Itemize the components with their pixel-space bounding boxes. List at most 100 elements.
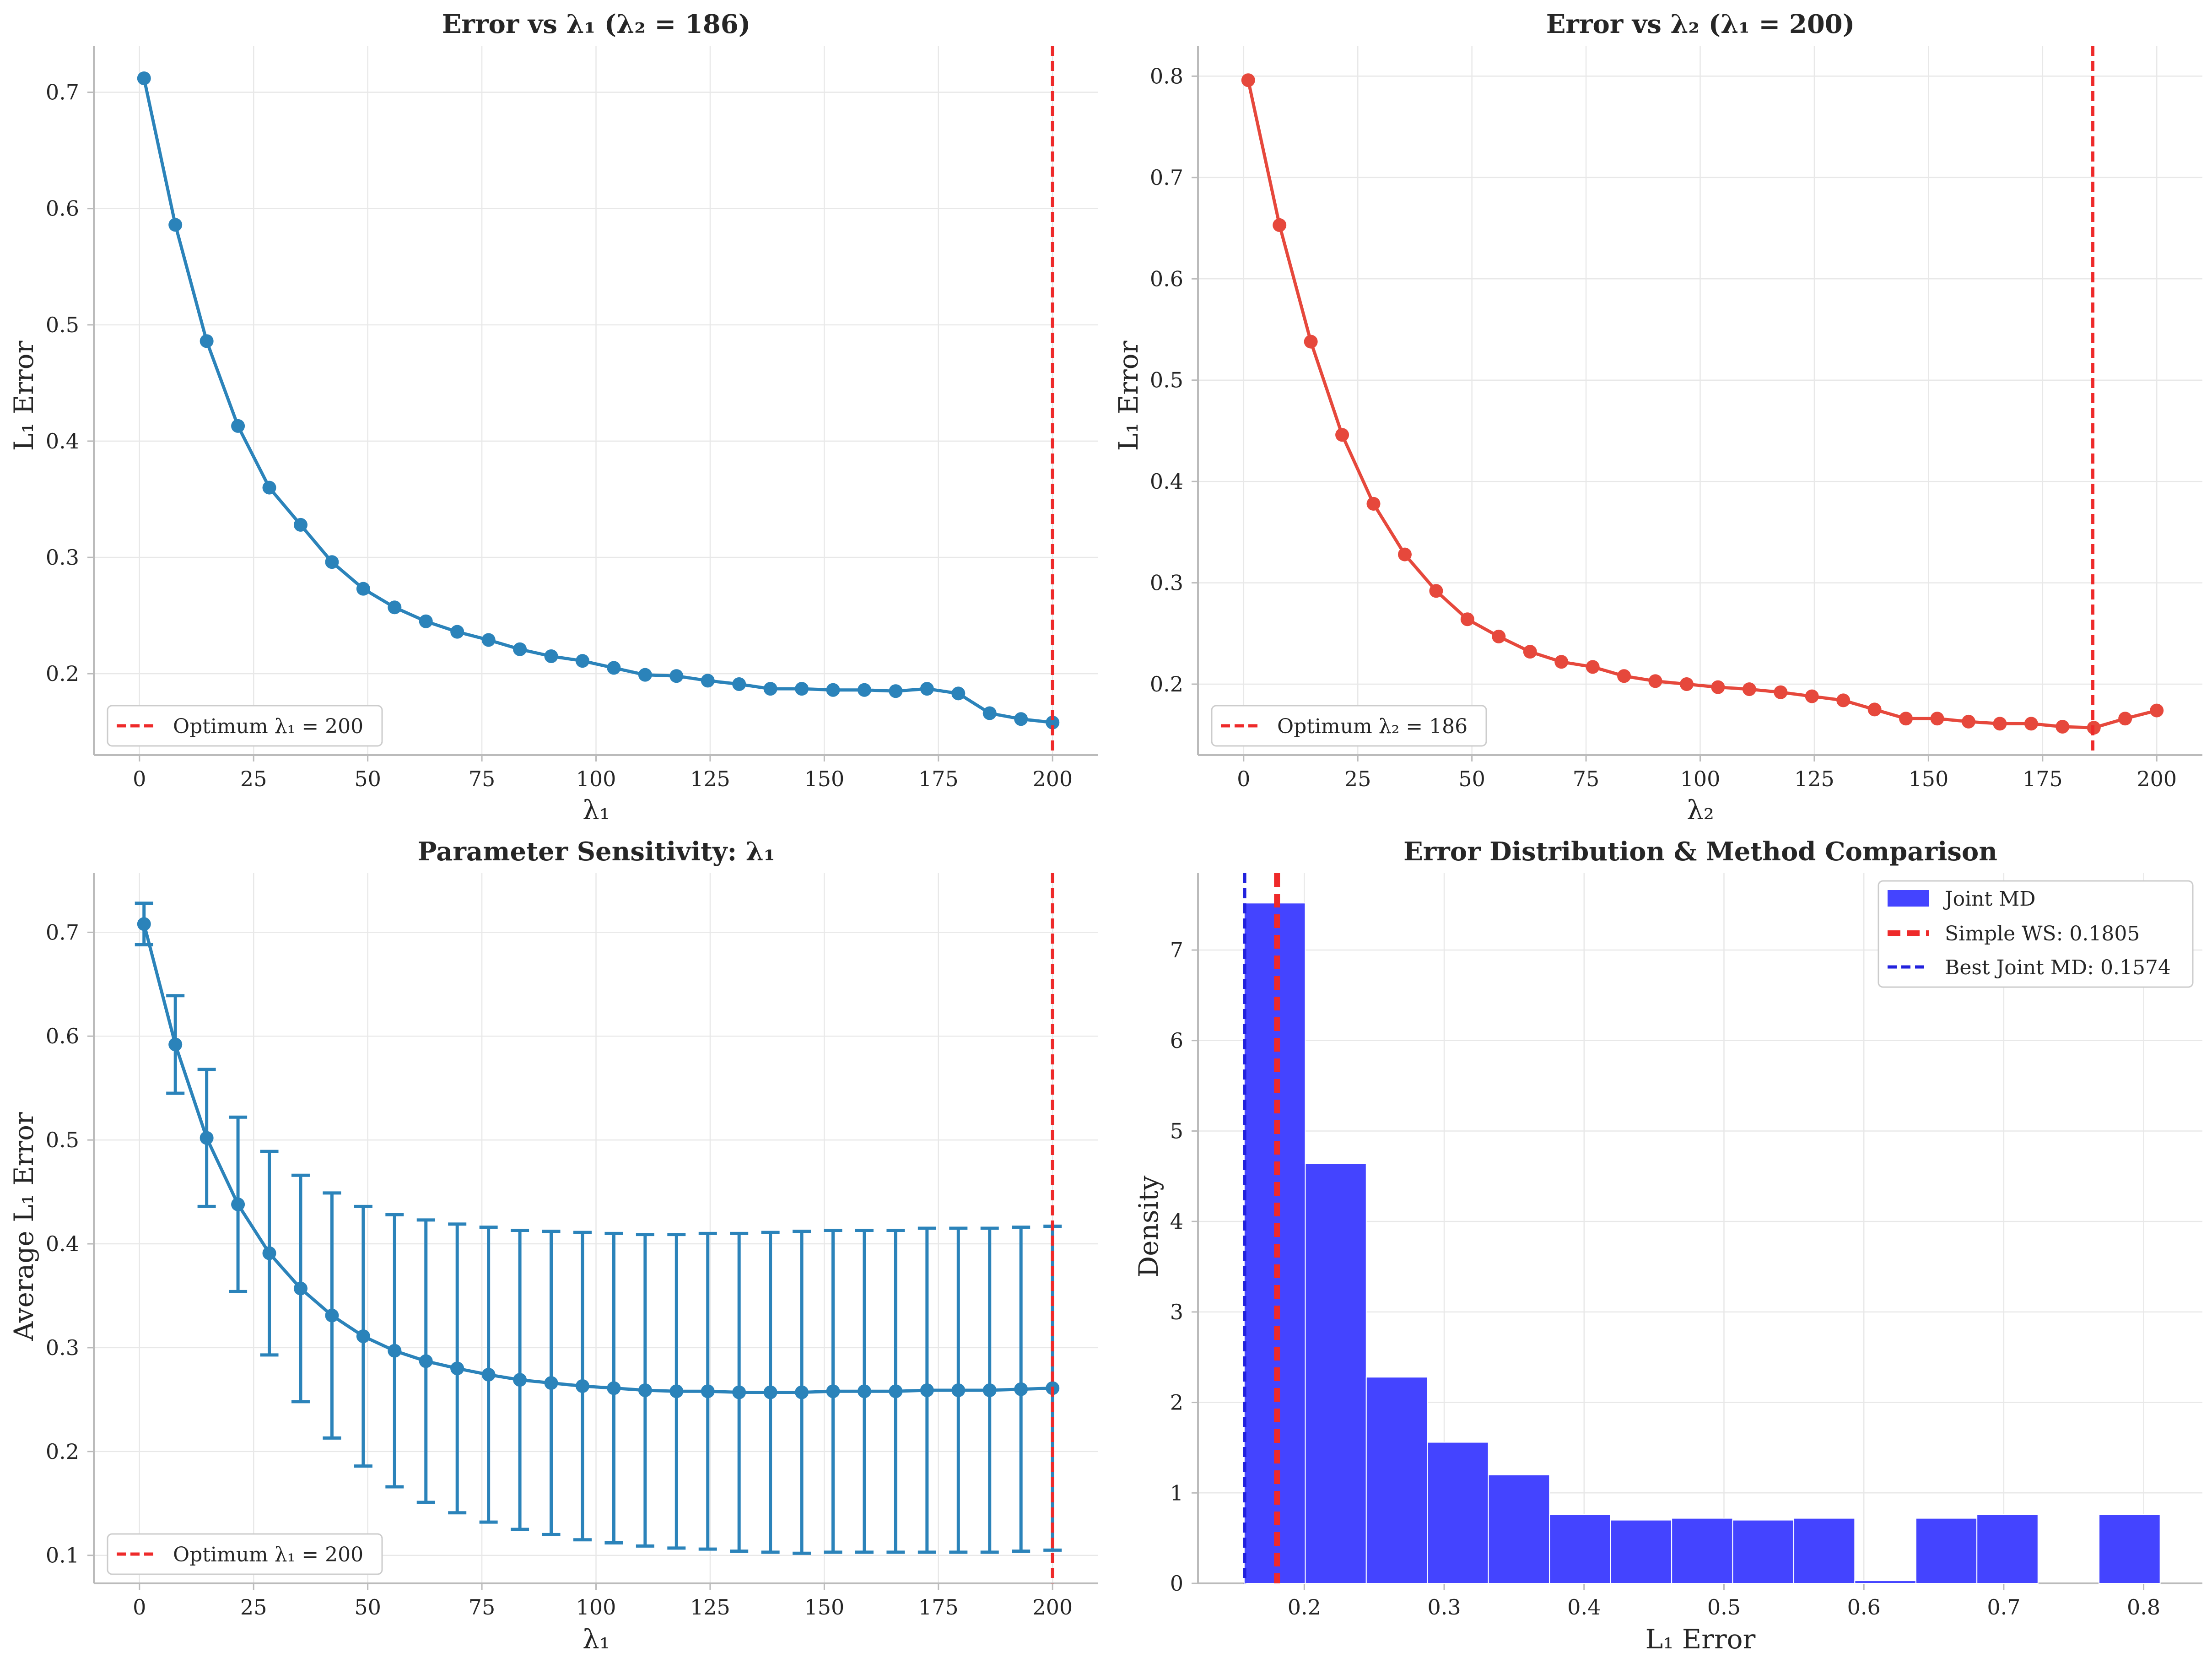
panel-3-data-point	[1014, 1382, 1028, 1396]
panel-2-legend: Optimum λ₂ = 186	[1211, 705, 1487, 747]
panel-2-data-point	[1617, 669, 1631, 683]
panel-2-data-point	[1554, 655, 1569, 669]
panel-1-ytick-label: 0.2	[46, 661, 79, 686]
panel-2-data-point	[1460, 612, 1474, 626]
panel-4-ytick-label: 1	[1170, 1480, 1183, 1505]
panel-2-data-point	[1836, 693, 1851, 707]
panel-1-data-point	[356, 582, 370, 596]
panel-4-xtick-label: 0.2	[1288, 1595, 1321, 1620]
panel-3-data-point	[544, 1376, 558, 1390]
panel-4-hist-bar	[1671, 1517, 1733, 1584]
panel-1-data-point	[419, 614, 433, 628]
panel-2-xtick-label: 50	[1458, 767, 1485, 791]
panel-4-hist-bar	[1976, 1514, 2039, 1584]
panel-2-data-point	[2056, 720, 2070, 734]
panel-1-data-point	[262, 481, 276, 495]
panel-2-ytick-label: 0.6	[1150, 266, 1183, 291]
panel-3-data-point	[607, 1381, 621, 1395]
panel-4-hist-bar	[1915, 1517, 1978, 1584]
panel-1-series-line	[142, 78, 1053, 724]
panel-1-xlabel: λ₁	[583, 794, 610, 826]
panel-3-data-point	[168, 1037, 183, 1052]
panel-3-data-point	[920, 1383, 934, 1397]
panel-2-data-point	[1335, 428, 1349, 442]
panel-2-data-point	[1648, 674, 1662, 688]
panel-3-data-point	[356, 1329, 370, 1343]
panel-1-data-point	[701, 674, 715, 688]
panel-2-xtick-label: 75	[1573, 767, 1600, 791]
panel-1-data-point	[669, 669, 684, 683]
panel-2-data-point	[1961, 714, 1975, 729]
panel-4-xtick-label: 0.4	[1567, 1595, 1601, 1620]
panel-2-xtick-label: 200	[2136, 767, 2177, 791]
panel-4-xtick-label: 0.5	[1707, 1595, 1741, 1620]
panel-2-data-point	[1492, 629, 1506, 643]
panel-4-legend-box	[1878, 880, 2194, 988]
panel-1-data-point	[1014, 712, 1028, 726]
panel-2-data-point	[1899, 712, 1913, 726]
panel-2-data-point	[1397, 547, 1412, 562]
panel-4-ylabel: Density	[1133, 1175, 1164, 1277]
panel-2-data-point	[1711, 680, 1725, 694]
panel-1-data-point	[889, 684, 903, 698]
panel-3-ytick-label: 0.1	[46, 1543, 79, 1568]
panel-4-legend-swatch-joint-md	[1888, 890, 1929, 907]
panel-2-data-point	[1241, 73, 1255, 87]
panel-2-data-point	[1805, 689, 1819, 703]
panel-2-data-point	[1742, 682, 1756, 697]
panel-3-data-point	[293, 1281, 308, 1296]
panel-1-data-point	[982, 706, 997, 720]
panel-4-xtick-label: 0.3	[1427, 1595, 1461, 1620]
panel-4-legend: Joint MD Simple WS: 0.1805 Best Joint MD…	[1878, 880, 2194, 988]
panel-2-data-point	[1679, 677, 1694, 691]
panel-4-hist-bar	[1793, 1517, 1856, 1584]
panel-1-data-point	[168, 218, 183, 232]
panel-1-data-point	[513, 642, 527, 656]
panel-1-xtick-label: 150	[804, 767, 844, 791]
panel-2-ytick-label: 0.7	[1150, 165, 1183, 190]
panel-4-hist-bar	[1365, 1377, 1428, 1584]
panel-1-data-point	[1046, 715, 1060, 729]
panel-3-data-point	[732, 1385, 746, 1399]
panel-3-data-point	[982, 1383, 997, 1397]
panel-1-xtick-label: 0	[133, 767, 146, 791]
panel-3-xtick-label: 100	[576, 1595, 616, 1620]
panel-3-data-point	[575, 1379, 589, 1393]
panel-4-legend-label-simple-ws: Simple WS: 0.1805	[1945, 922, 2140, 945]
panel-3-xtick-label: 75	[469, 1595, 496, 1620]
panel-3-data-point	[826, 1384, 840, 1398]
panel-3-ytick-label: 0.4	[46, 1231, 79, 1256]
panel-3-data-point	[951, 1383, 966, 1397]
panel-4-ytick-label: 2	[1170, 1390, 1183, 1415]
panel-2-ytick-label: 0.5	[1150, 368, 1183, 393]
panel-1-ylabel: L₁ Error	[8, 340, 39, 451]
panel-1-data-point	[450, 625, 464, 639]
panel-1-xtick-label: 100	[576, 767, 616, 791]
panel-4-ytick-label: 0	[1170, 1571, 1183, 1596]
panel-4-xtick-label: 0.6	[1847, 1595, 1881, 1620]
panel-1-ytick-label: 0.5	[46, 313, 79, 337]
panel-3-data-point	[200, 1131, 214, 1145]
panel-2-data-point	[1774, 685, 1788, 699]
panel-4-hist-bar	[1305, 1163, 1367, 1584]
panel-1-data-point	[575, 654, 589, 668]
panel-1-xtick-label: 175	[918, 767, 959, 791]
panel-3-legend-box	[107, 1533, 383, 1575]
panel-1-ytick-label: 0.3	[46, 545, 79, 570]
panel-3-data-point	[137, 917, 151, 931]
panel-2-title: Error vs λ₂ (λ₁ = 200)	[1546, 9, 1855, 39]
panel-4-hist-bar	[1732, 1519, 1795, 1584]
panel-histogram: Error Distribution & Method Comparison L…	[1133, 837, 2202, 1655]
panel-4-hist-bar	[1427, 1442, 1489, 1584]
panel-3-xlabel: λ₁	[583, 1624, 610, 1655]
panel-2-legend-label: Optimum λ₂ = 186	[1277, 715, 1467, 738]
panel-4-ytick-label: 7	[1170, 938, 1183, 962]
panel-4-ytick-label: 5	[1170, 1118, 1183, 1143]
panel-2-data-point	[2118, 712, 2132, 726]
panel-1-data-point	[200, 334, 214, 348]
panel-4-hist-bar	[2099, 1514, 2161, 1584]
panel-2-data-point	[1930, 712, 1944, 726]
panel-3-data-point	[669, 1384, 684, 1398]
panel-lambda1-error: Error vs λ₁ (λ₂ = 186) λ₁ L₁ Error 0 25 50…	[8, 9, 1098, 826]
